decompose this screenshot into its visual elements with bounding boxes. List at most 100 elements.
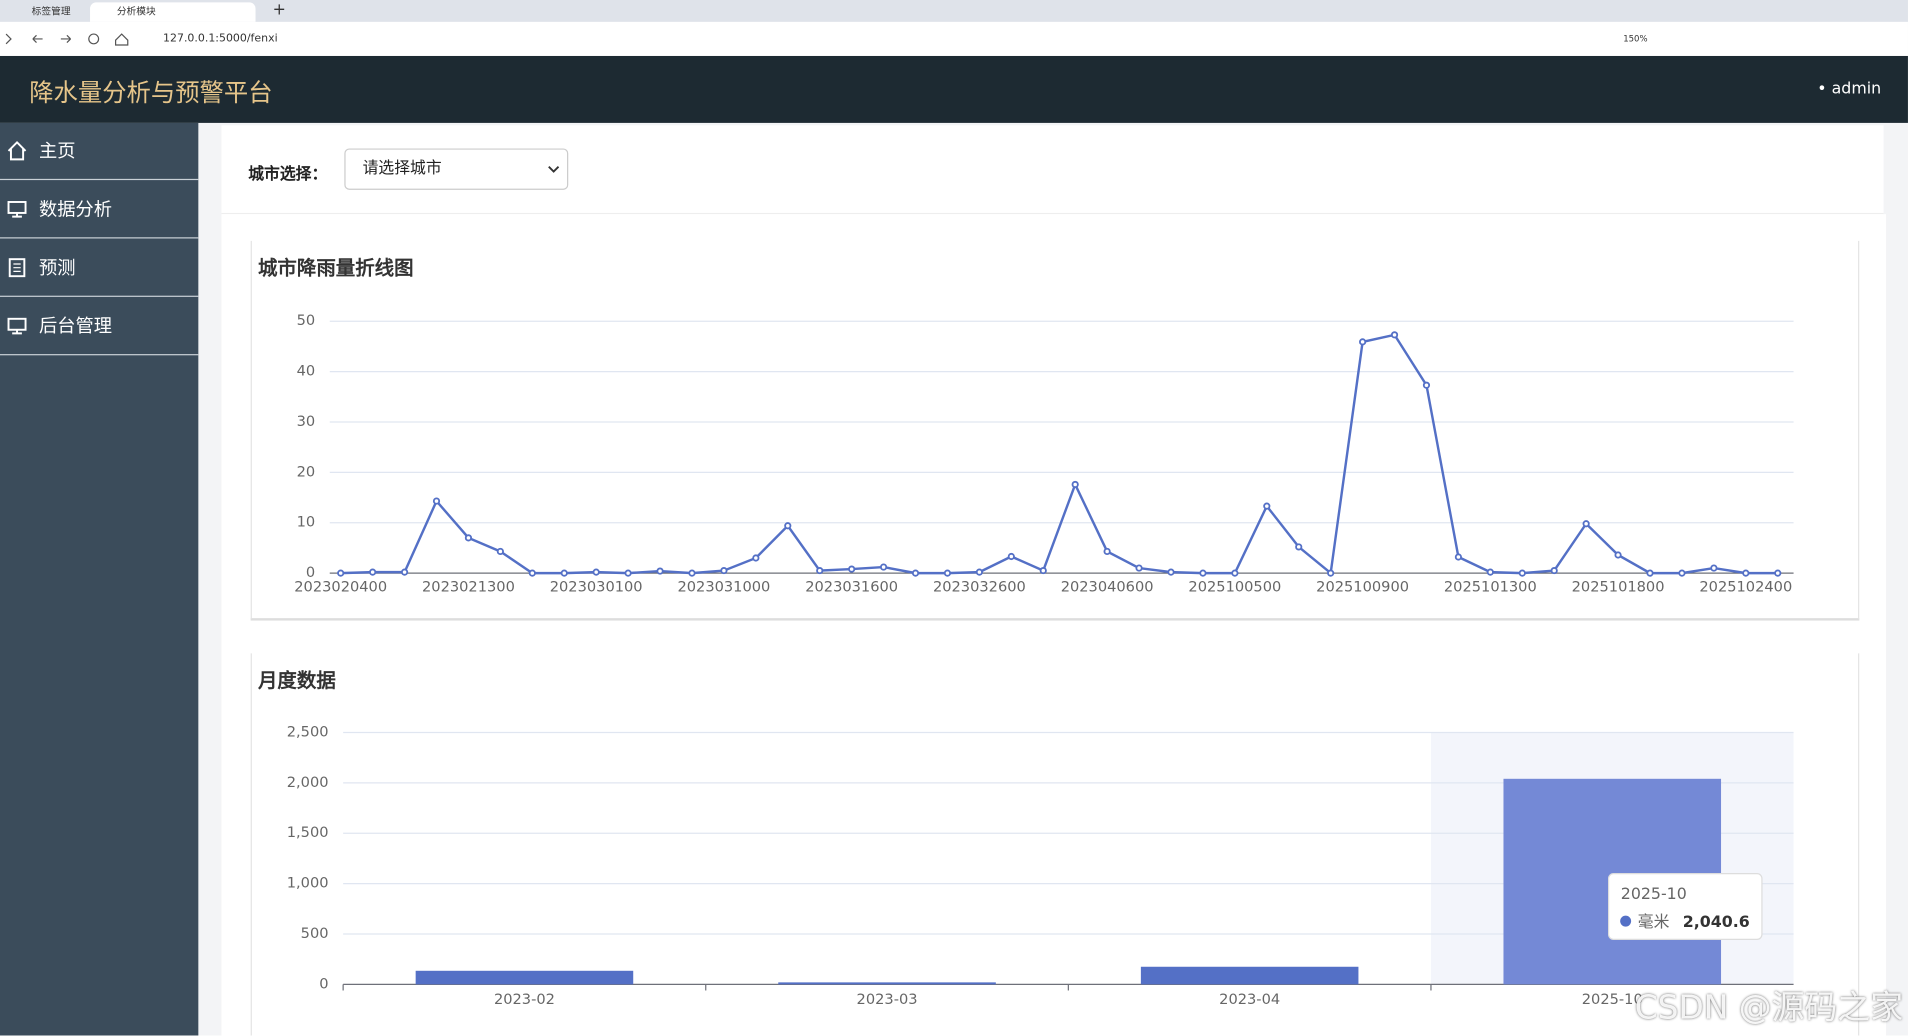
tooltip-title: 2025-10 xyxy=(1621,884,1687,903)
nav-item[interactable]: 预测 xyxy=(0,240,199,297)
point xyxy=(592,568,600,576)
y-tick-label: 2,000 xyxy=(287,774,329,791)
x-tick-label: 2025101800 xyxy=(1572,579,1665,596)
point xyxy=(432,497,441,505)
point xyxy=(752,554,760,562)
point xyxy=(1135,564,1143,572)
user-name[interactable]: admin xyxy=(1831,80,1882,99)
x-tick-label: 2025-10 xyxy=(1582,991,1643,1008)
tab[interactable]: 分析模块 xyxy=(90,2,256,22)
nav-item[interactable]: 主页 xyxy=(0,123,199,181)
y-tick-label: 10 xyxy=(297,514,316,531)
point xyxy=(496,547,504,556)
bar[interactable] xyxy=(415,970,634,985)
address-bar: 127.0.0.1:5000/fenxi 150% xyxy=(0,21,1908,58)
filter-label: 城市选择： xyxy=(248,165,328,184)
point xyxy=(1742,569,1750,577)
y-tick-label: 40 xyxy=(297,363,316,380)
point xyxy=(1007,552,1015,561)
chart-title: 月度数据 xyxy=(257,669,336,692)
x-tick-label: 2023030100 xyxy=(550,579,643,596)
city-select[interactable]: 请选择城市 xyxy=(344,148,569,190)
watermark: CSDN @源码之家 xyxy=(1634,989,1904,1027)
x-tick-label: 2025102400 xyxy=(1699,579,1792,596)
chart-card: 城市降雨量折线图 0 10 20 30 40 50 2023020400 2023021300 2… xyxy=(250,240,1860,621)
point xyxy=(720,567,728,575)
point xyxy=(1550,567,1558,575)
point xyxy=(337,569,345,577)
sidebar: 主页 数据分析 预测 后台管理 xyxy=(0,122,199,1036)
y-tick-label: 50 xyxy=(297,312,316,329)
x-tick-label: 2025100900 xyxy=(1316,579,1409,596)
y-tick-label: 0 xyxy=(306,564,315,581)
point xyxy=(560,569,568,577)
x-tick-label: 2023040600 xyxy=(1061,579,1154,596)
caret xyxy=(548,166,560,173)
filter-bar: 城市选择： 请选择城市 xyxy=(221,125,1884,215)
x-tick-label: 2023032600 xyxy=(933,579,1026,596)
point xyxy=(911,569,920,577)
tooltip-marker xyxy=(1620,915,1632,927)
icon xyxy=(7,317,27,335)
x-tick-label: 2025100500 xyxy=(1188,579,1281,596)
point xyxy=(943,569,952,577)
point xyxy=(624,569,632,577)
point xyxy=(1359,338,1367,346)
x-tick-label: 2023020400 xyxy=(294,579,387,596)
nav-label[interactable]: 预测 xyxy=(38,256,76,279)
point xyxy=(879,563,888,571)
y-tick-label: 1,000 xyxy=(287,875,329,892)
nav-label[interactable]: 主页 xyxy=(38,139,76,162)
point xyxy=(1486,568,1494,576)
select-placeholder[interactable]: 请选择城市 xyxy=(362,159,442,178)
x-tick-label: 2023-04 xyxy=(1219,991,1280,1008)
x-tick-label: 2023031000 xyxy=(677,579,770,596)
y-tick-label: 20 xyxy=(297,463,316,480)
y-tick-label: 500 xyxy=(301,925,329,942)
point xyxy=(1454,553,1462,561)
point xyxy=(1646,569,1654,577)
nav-item[interactable]: 后台管理 xyxy=(0,298,199,356)
chart-card: 月度数据 0 500 1,000 1,500 2,000 2,500 2025-10 毫米 2,0… xyxy=(250,653,1860,1036)
bar[interactable] xyxy=(778,982,996,985)
point xyxy=(1582,520,1590,528)
header: 降水量分析与预警平台 • admin xyxy=(0,55,1908,123)
point xyxy=(1774,569,1782,577)
point xyxy=(688,569,696,577)
point xyxy=(1231,569,1239,577)
y-tick-label: 30 xyxy=(297,413,316,430)
tab-bar: 标签管理 分析模块 + xyxy=(0,0,1908,22)
nav-label[interactable]: 后台管理 xyxy=(38,315,112,338)
bar[interactable] xyxy=(1140,966,1359,985)
chart-title: 城市降雨量折线图 xyxy=(258,256,414,279)
point xyxy=(1295,543,1303,551)
point xyxy=(1614,551,1622,559)
url[interactable]: 127.0.0.1:5000/fenxi xyxy=(163,32,278,46)
point xyxy=(1390,331,1399,339)
nav-buttons[interactable] xyxy=(0,29,134,48)
x-tick-label: 2025101300 xyxy=(1444,579,1537,596)
point xyxy=(784,522,792,530)
site-title: 降水量分析与预警平台 xyxy=(29,77,273,108)
x-tick-label: 2023031600 xyxy=(805,579,898,596)
new-tab[interactable]: + xyxy=(272,1,286,20)
user[interactable]: • admin xyxy=(1817,80,1882,99)
x-tick-label: 2023021300 xyxy=(422,579,515,596)
point xyxy=(1071,480,1079,489)
zoom[interactable]: 150% xyxy=(1623,34,1648,44)
tab[interactable]: 标签管理 xyxy=(31,6,71,18)
point xyxy=(975,568,983,576)
tooltip-series: 毫米 xyxy=(1638,912,1670,931)
point xyxy=(848,565,856,573)
point xyxy=(1518,569,1526,577)
point xyxy=(656,567,664,575)
nav-item[interactable]: 数据分析 xyxy=(0,181,199,239)
nav-label[interactable]: 数据分析 xyxy=(38,198,112,221)
icon xyxy=(8,258,26,278)
point xyxy=(528,569,536,577)
point xyxy=(1263,502,1271,510)
icon xyxy=(7,141,27,161)
point xyxy=(464,534,473,542)
x-tick-label: 2023-03 xyxy=(857,991,918,1008)
